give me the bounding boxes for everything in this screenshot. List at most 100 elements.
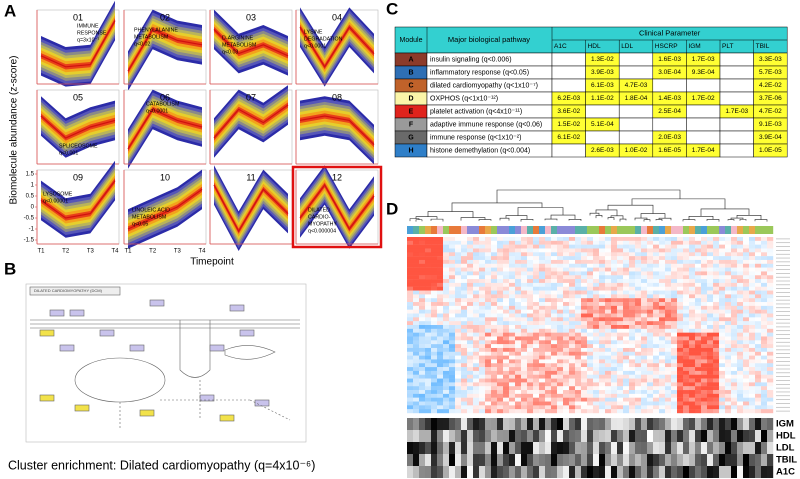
heatmap-cell (713, 298, 719, 302)
heatmap-cell (725, 248, 731, 252)
heatmap-cell (749, 264, 755, 268)
heatmap-cell (701, 371, 707, 375)
heatmap-cell (479, 252, 485, 256)
value-cell (686, 118, 720, 131)
heatmap-cell (509, 359, 515, 363)
heatmap-cell (509, 271, 515, 275)
heatmap-cell (581, 252, 587, 256)
heatmap-cell (431, 314, 437, 318)
heatmap-cell (497, 371, 503, 375)
heatmap-cell (593, 356, 599, 360)
heatmap-cell (761, 317, 767, 321)
heatmap-cell (455, 264, 461, 268)
heatmap-cell (557, 325, 563, 329)
heatmap-cell (515, 260, 521, 264)
heatmap-cell (611, 325, 617, 329)
heatmap-cell (413, 371, 419, 375)
heatmap-cell (761, 256, 767, 260)
heatmap-cell (527, 398, 533, 402)
heatmap-cell (431, 325, 437, 329)
heatmap-cell (521, 382, 527, 386)
heatmap-cell (731, 314, 737, 318)
heatmap-cell (557, 268, 563, 272)
heatmap-cell (653, 321, 659, 325)
heatmap-cell (527, 333, 533, 337)
heatmap-cell (629, 398, 635, 402)
heatmap-cell (731, 275, 737, 279)
clinical-cell (599, 418, 605, 430)
heatmap-cell (455, 291, 461, 295)
heatmap-cell (461, 405, 467, 409)
heatmap-cell (695, 329, 701, 333)
heatmap-cell (695, 306, 701, 310)
heatmap-cell (503, 375, 509, 379)
heatmap-cell (767, 271, 773, 275)
heatmap-cell (575, 237, 581, 241)
heatmap-cell (611, 268, 617, 272)
heatmap-cell (707, 352, 713, 356)
heatmap-cell (443, 356, 449, 360)
heatmap-cell (455, 302, 461, 306)
heatmap-cell (671, 359, 677, 363)
heatmap-cell (527, 356, 533, 360)
heatmap-cell (719, 245, 725, 249)
heatmap-cell (695, 268, 701, 272)
heatmap-cell (515, 359, 521, 363)
clinical-cell (467, 418, 473, 430)
heatmap-cell (419, 256, 425, 260)
heatmap-cell (437, 306, 443, 310)
heatmap-cell (725, 336, 731, 340)
cluster-annotation: METABOLISM (222, 42, 256, 48)
heatmap-cell (509, 306, 515, 310)
heatmap-cell (743, 268, 749, 272)
heatmap-cell (593, 264, 599, 268)
heatmap-cell (569, 352, 575, 356)
heatmap-cell (557, 405, 563, 409)
heatmap-cell (635, 271, 641, 275)
heatmap-cell (689, 356, 695, 360)
heatmap-cell (425, 375, 431, 379)
heatmap-cell (599, 237, 605, 241)
heatmap-cell (599, 268, 605, 272)
heatmap-cell (659, 237, 665, 241)
heatmap-cell (443, 344, 449, 348)
heatmap-cell (575, 394, 581, 398)
heatmap-cell (755, 294, 761, 298)
heatmap-cell (719, 340, 725, 344)
heatmap-cell (677, 402, 683, 406)
heatmap-cell (749, 333, 755, 337)
heatmap-cell (455, 237, 461, 241)
heatmap-cell (623, 394, 629, 398)
heatmap-cell (623, 329, 629, 333)
cluster-annotation: CARDIO- (308, 214, 331, 220)
heatmap-cell (737, 237, 743, 241)
heatmap-cell (665, 302, 671, 306)
sample-strip (521, 226, 527, 234)
heatmap-cell (611, 348, 617, 352)
heatmap-cell (551, 363, 557, 367)
heatmap-cell (719, 329, 725, 333)
clinical-cell (473, 466, 479, 478)
heatmap-cell (443, 256, 449, 260)
clinical-cell (515, 418, 521, 430)
heatmap-cell (611, 260, 617, 264)
heatmap-cell (413, 333, 419, 337)
heatmap-cell (671, 333, 677, 337)
heatmap-cell (473, 317, 479, 321)
heatmap-cell (671, 264, 677, 268)
heatmap-cell (713, 325, 719, 329)
heatmap-cell (491, 375, 497, 379)
heatmap-cell (485, 409, 491, 413)
p-value: 3.9E-04 (759, 134, 782, 141)
heatmap-cell (467, 379, 473, 383)
value-cell (686, 131, 720, 144)
heatmap-cell (599, 379, 605, 383)
heatmap-cell (671, 325, 677, 329)
clinical-cell (545, 454, 551, 466)
heatmap-cell (635, 302, 641, 306)
heatmap-cell (743, 340, 749, 344)
heatmap-cell (593, 402, 599, 406)
heatmap-cell (743, 359, 749, 363)
heatmap-cell (485, 356, 491, 360)
heatmap-cell (557, 340, 563, 344)
